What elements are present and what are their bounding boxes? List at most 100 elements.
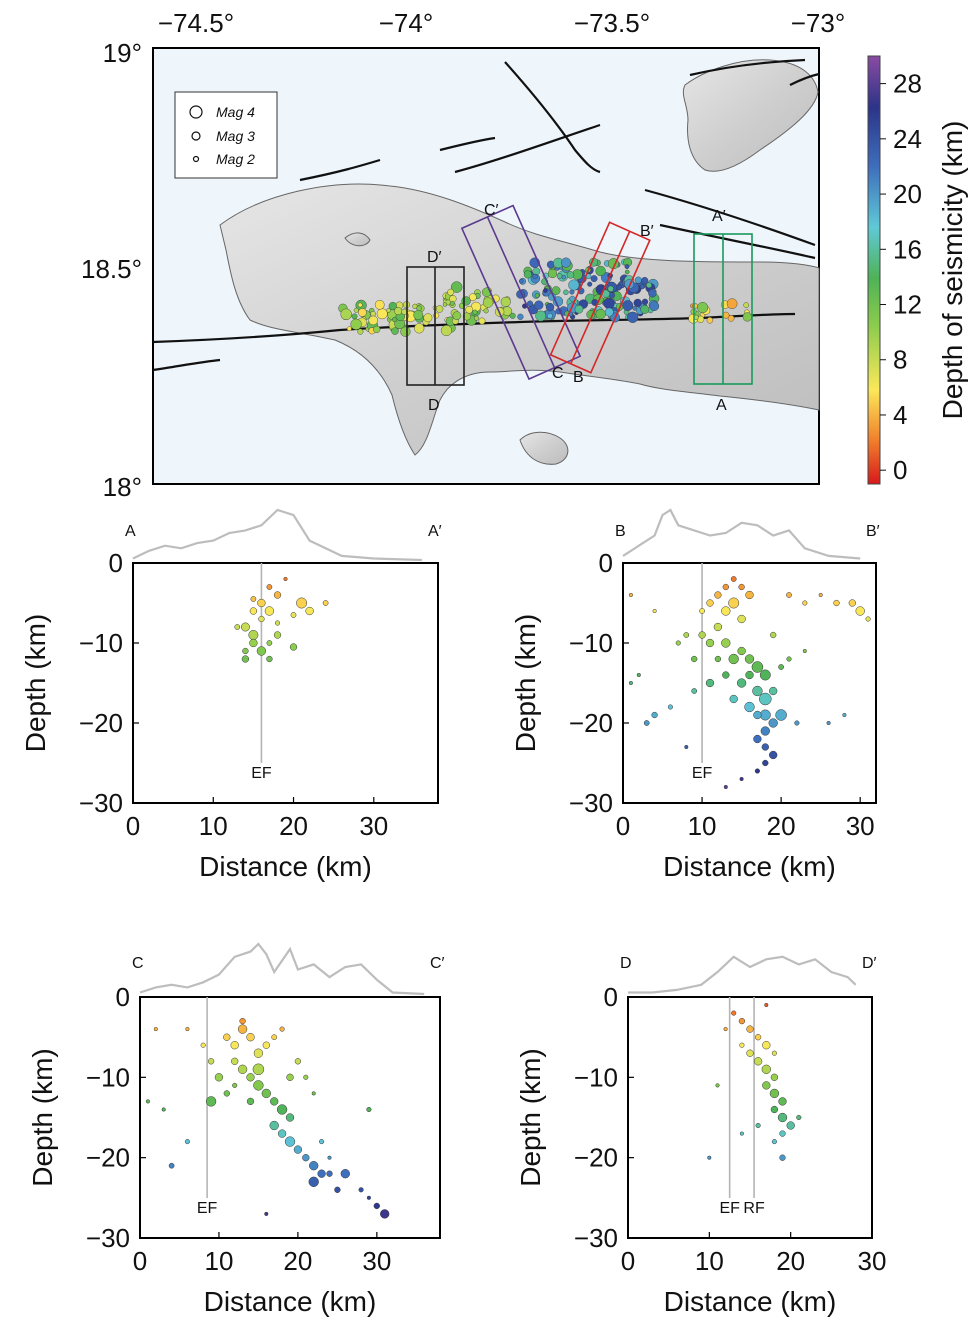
map-event-point <box>394 307 403 316</box>
section-C-ytick-label: 0 <box>116 982 130 1012</box>
map-event-point <box>561 275 566 280</box>
section-B-event-point <box>769 750 778 760</box>
section-B-event-point <box>636 672 641 678</box>
map-event-point <box>648 289 657 298</box>
section-C-event-point <box>276 1104 288 1115</box>
section-B-event-point <box>651 711 658 719</box>
section-B-event-point <box>745 590 754 600</box>
map-event-point <box>376 308 388 320</box>
section-B-event-point <box>714 655 722 663</box>
section-B-event-point <box>745 670 754 680</box>
section-A-event-point <box>264 606 275 616</box>
section-C-event-point <box>207 1058 215 1065</box>
section-D-event-point <box>754 1034 762 1041</box>
section-B-ytick-label: −10 <box>569 628 613 658</box>
section-D-event-point <box>778 1097 787 1106</box>
section-C-event-point <box>271 1034 278 1041</box>
section-A-xtick-label: 30 <box>359 811 388 841</box>
fault-west <box>152 358 221 372</box>
section-C-event-point <box>246 1033 255 1042</box>
section-C-start-label: C <box>132 955 144 972</box>
section-C-event-point <box>302 1154 310 1162</box>
map-seismicity <box>338 257 752 337</box>
map-event-point <box>743 302 750 308</box>
map-event-point <box>400 326 411 337</box>
map-event-point <box>483 308 489 314</box>
section-B-fault-label: EF <box>692 765 713 782</box>
section-B-event-point <box>794 720 800 726</box>
profile-D-start-label: D <box>428 397 440 414</box>
section-A-event-point <box>240 622 250 632</box>
section-B-event-point <box>865 616 871 622</box>
map-event-point <box>478 317 486 325</box>
legend-mag3-label: Mag 3 <box>216 128 255 144</box>
section-C-ylabel: Depth (km) <box>27 1048 58 1186</box>
section-D-event-point <box>771 1139 777 1145</box>
lon-tick-2: −74° <box>379 8 434 38</box>
map-event-point <box>374 299 385 310</box>
map-event-point <box>357 328 364 335</box>
section-B-xtick-label: 0 <box>616 811 630 841</box>
section-C-event-point <box>285 1113 295 1122</box>
section-B-event-point <box>760 726 770 736</box>
section-D-event-point <box>739 1131 744 1136</box>
map-event-point <box>386 307 391 313</box>
section-B-event-point <box>722 583 729 591</box>
section-B-event-point <box>775 709 787 721</box>
section-B-event-point <box>802 648 807 654</box>
section-D-xtick-label: 0 <box>621 1246 635 1276</box>
section-B-event-point <box>769 686 778 696</box>
section-B-event-point <box>786 592 792 598</box>
map-event-point <box>561 257 572 268</box>
map-event-point <box>726 298 738 310</box>
map-event-point <box>346 326 352 332</box>
section-B-event-point <box>759 669 771 681</box>
map-event-point <box>742 312 752 322</box>
section-B-event-point <box>818 592 823 598</box>
section-C-event-point <box>161 1107 166 1112</box>
map-event-point <box>517 313 524 320</box>
map-event-point <box>545 302 555 312</box>
map-event-point <box>351 313 358 320</box>
section-C-event-point <box>214 1073 224 1082</box>
map-event-point <box>556 273 563 279</box>
section-D-event-point <box>707 1155 712 1160</box>
section-C-event-point <box>239 1017 246 1025</box>
section-D-event-point <box>762 1041 771 1050</box>
section-C-event-point <box>168 1162 175 1169</box>
legend-mag4-label: Mag 4 <box>216 104 255 120</box>
map-event-point <box>472 309 478 315</box>
section-B-event-point <box>728 597 740 609</box>
section-B-event-point <box>753 710 762 720</box>
section-B-event-point <box>753 734 762 744</box>
section-C-event-point <box>319 1139 325 1145</box>
lat-tick-3: 18° <box>103 472 142 502</box>
section-B-event-point <box>728 653 739 665</box>
section-C-event-point <box>246 1097 255 1106</box>
section-B-xlabel: Distance (km) <box>663 851 836 882</box>
map-event-point <box>509 312 516 319</box>
section-D-ytick-label: −10 <box>574 1062 618 1092</box>
section-B-ylabel: Depth (km) <box>510 614 541 752</box>
map-event-point <box>697 302 709 314</box>
section-B-event-point <box>842 712 847 718</box>
section-B-event-point <box>683 632 690 638</box>
map-event-point <box>624 264 630 269</box>
section-B-event-point <box>714 591 722 599</box>
section-B-event-point <box>737 614 746 624</box>
map-event-point <box>435 305 444 313</box>
fault-north-2 <box>454 123 601 174</box>
map-event-point <box>447 288 455 296</box>
map-event-point <box>368 315 378 326</box>
section-C-event-point <box>145 1099 150 1104</box>
profile-line-B <box>569 230 631 365</box>
section-A-ytick-label: 0 <box>109 548 123 578</box>
section-C-ytick-label: −20 <box>86 1143 130 1173</box>
colorbar-label: Depth of seismicity (km) <box>937 121 968 420</box>
section-B-xtick-label: 20 <box>767 811 796 841</box>
section-C-profile-line <box>139 942 425 996</box>
magnitude-legend: Mag 4 Mag 3 Mag 2 <box>174 91 278 179</box>
section-A-xtick-label: 20 <box>279 811 308 841</box>
